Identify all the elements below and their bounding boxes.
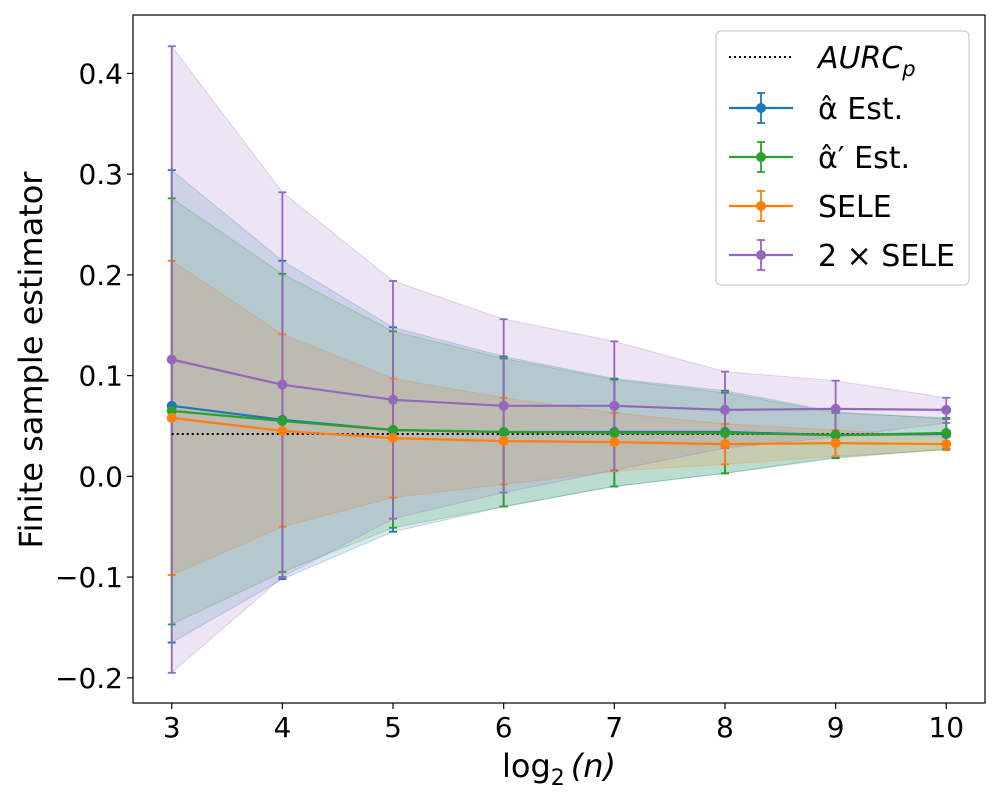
point-series-4-7 [609, 400, 620, 411]
line-series-4 [171, 358, 947, 412]
point-series-4-4 [277, 379, 288, 390]
point-series-4-9 [830, 403, 841, 414]
point-series-3-3 [166, 412, 177, 423]
legend-marker-1 [756, 103, 766, 113]
y-tick-label-0: −0.2 [55, 662, 123, 695]
point-series-3-9 [830, 438, 841, 449]
legend-label-reference-main: AURC [816, 41, 902, 76]
x-tick-label-9: 9 [827, 711, 845, 744]
legend-marker-4 [756, 250, 766, 260]
legend-label-reference-sub: p [901, 57, 915, 81]
legend-label-2: α̂′ Est. [818, 141, 910, 176]
x-axis-label-arg: (n) [571, 747, 616, 785]
y-tick-label-3: 0.1 [78, 360, 123, 393]
x-axis-label-main: log [502, 747, 551, 785]
legend-label-4: 2 × SELE [818, 239, 955, 274]
series-lines [171, 358, 947, 446]
y-axis: −0.2 −0.1 0.0 0.1 0.2 0.3 0.4 [55, 57, 133, 695]
legend: AURCp α̂ Est. α̂′ Est. SELE 2 × SELE [715, 30, 970, 286]
legend-label-reference: AURCp [816, 41, 916, 81]
x-tick-label-5: 5 [384, 711, 402, 744]
point-series-3-10 [941, 439, 952, 450]
series-points [166, 354, 952, 450]
point-series-2-7 [609, 428, 620, 439]
x-tick-label-7: 7 [605, 711, 623, 744]
point-series-4-6 [498, 400, 509, 411]
legend-label-1: α̂ Est. [818, 92, 903, 127]
legend-label-3: SELE [818, 190, 892, 225]
point-series-3-7 [609, 437, 620, 448]
x-tick-label-8: 8 [716, 711, 734, 744]
y-axis-label: Finite sample estimator [12, 171, 50, 549]
point-series-2-4 [277, 415, 288, 426]
point-series-3-6 [498, 436, 509, 447]
point-series-2-6 [498, 427, 509, 438]
legend-item-sele: SELE [729, 190, 892, 225]
x-tick-label-10: 10 [928, 711, 964, 744]
legend-box [715, 30, 970, 286]
point-series-4-3 [166, 354, 177, 365]
point-series-4-5 [388, 394, 399, 405]
y-tick-label-1: −0.1 [55, 561, 123, 594]
x-axis: 3 4 5 6 7 8 9 10 [163, 703, 964, 744]
legend-marker-2 [756, 152, 766, 162]
y-tick-label-6: 0.4 [78, 57, 123, 90]
line-series-3 [171, 416, 947, 446]
legend-item-reference: AURCp [729, 41, 916, 81]
legend-item-est: α̂ Est. [729, 92, 903, 127]
point-series-2-3 [166, 405, 177, 416]
point-series-3-8 [719, 439, 730, 450]
point-series-2-10 [941, 428, 952, 439]
point-series-2-9 [830, 430, 841, 441]
point-series-2-8 [719, 428, 730, 439]
x-tick-label-3: 3 [163, 711, 181, 744]
x-axis-label-sub: 2 [551, 766, 565, 791]
point-series-3-4 [277, 426, 288, 437]
y-tick-label-4: 0.2 [78, 259, 123, 292]
point-series-4-10 [941, 404, 952, 415]
legend-marker-3 [756, 201, 766, 211]
legend-item-2-sele: 2 × SELE [729, 239, 955, 274]
x-tick-label-4: 4 [273, 711, 291, 744]
legend-item-est: α̂′ Est. [729, 141, 910, 176]
point-series-3-5 [388, 433, 399, 444]
point-series-4-8 [719, 404, 730, 415]
plot-frame [132, 14, 986, 704]
y-tick-label-2: 0.0 [78, 460, 123, 493]
line-series-2 [171, 409, 947, 437]
x-axis-label: log2 (n) [502, 747, 616, 791]
point-series-2-5 [388, 425, 399, 436]
x-tick-label-6: 6 [495, 711, 513, 744]
y-tick-label-5: 0.3 [78, 158, 123, 191]
